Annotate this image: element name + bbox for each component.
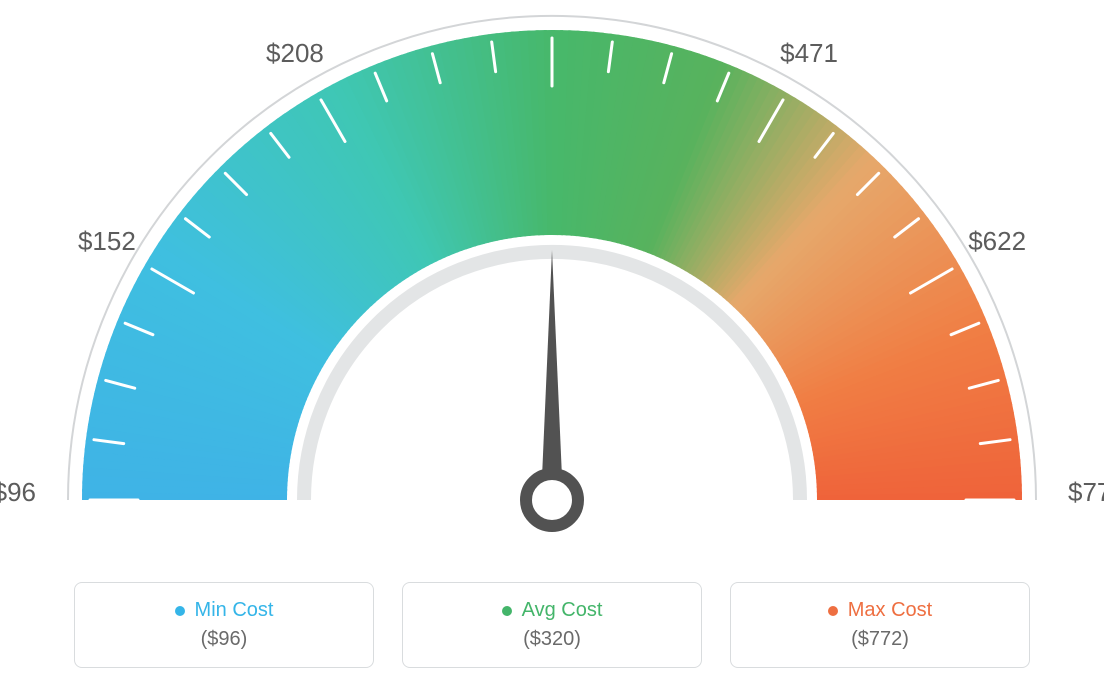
legend-card-max: Max Cost ($772) [730, 582, 1030, 668]
legend-avg-label: Avg Cost [522, 599, 603, 622]
legend-card-avg: Avg Cost ($320) [402, 582, 702, 668]
legend-max-dot-icon [828, 606, 838, 616]
legend-card-min: Min Cost ($96) [74, 582, 374, 668]
legend-row: Min Cost ($96) Avg Cost ($320) Max Cost … [0, 582, 1104, 668]
gauge-scale-label: $471 [780, 38, 838, 68]
gauge-chart: $96$152$208$320$471$622$772 [0, 0, 1104, 560]
legend-avg-dot-icon [502, 606, 512, 616]
gauge-scale-label: $208 [266, 38, 324, 68]
legend-max-title: Max Cost [828, 599, 932, 622]
gauge-scale-label: $772 [1068, 477, 1104, 507]
legend-avg-title: Avg Cost [502, 599, 603, 622]
legend-max-label: Max Cost [848, 599, 932, 622]
gauge-scale-label: $96 [0, 477, 36, 507]
legend-min-dot-icon [175, 606, 185, 616]
cost-gauge-widget: $96$152$208$320$471$622$772 Min Cost ($9… [0, 0, 1104, 690]
gauge-scale-label: $152 [78, 226, 136, 256]
legend-min-value: ($96) [201, 628, 248, 651]
legend-min-label: Min Cost [195, 599, 274, 622]
gauge-needle-hub [526, 474, 578, 526]
legend-avg-value: ($320) [523, 628, 581, 651]
gauge-scale-label: $622 [968, 226, 1026, 256]
legend-max-value: ($772) [851, 628, 909, 651]
legend-min-title: Min Cost [175, 599, 274, 622]
